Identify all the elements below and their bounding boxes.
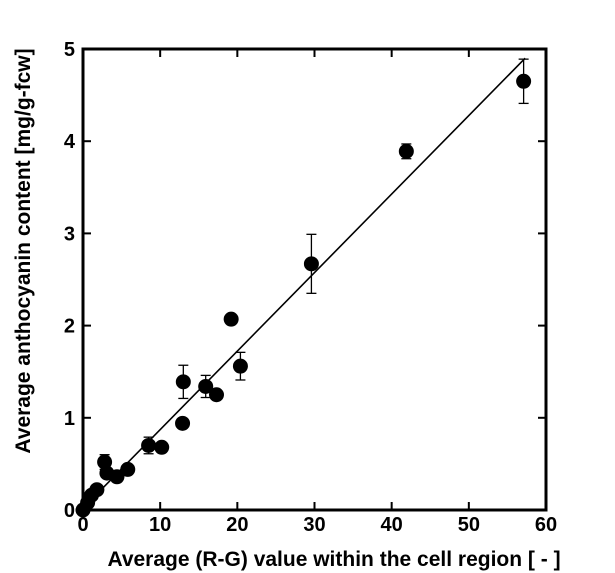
data-point (154, 439, 170, 455)
axis-ticks (82, 48, 547, 511)
data-point (141, 437, 157, 453)
x-tick-label: 50 (458, 514, 480, 536)
y-tick-label: 1 (64, 408, 75, 430)
data-point (175, 415, 191, 431)
y-tick-label: 0 (64, 500, 75, 522)
y-tick-label: 5 (64, 39, 75, 61)
data-points (75, 58, 532, 518)
y-tick-label: 3 (64, 223, 75, 245)
data-point (109, 469, 125, 485)
data-point (198, 378, 214, 394)
x-tick-label: 10 (149, 514, 171, 536)
y-tick-label: 4 (64, 131, 76, 153)
data-point (120, 461, 136, 477)
y-axis-title: Average anthocyanin content [mg/g-fcw] (12, 48, 35, 453)
y-tick-label: 2 (64, 316, 75, 338)
x-axis-title: Average (R-G) value within the cell regi… (107, 548, 560, 571)
x-tick-label: 60 (535, 514, 557, 536)
tick-labels: 0 10 20 30 40 50 60 0 1 2 3 4 5 (64, 39, 557, 536)
x-tick-label: 30 (303, 514, 325, 536)
data-point (516, 73, 532, 89)
x-tick-label: 40 (381, 514, 403, 536)
x-tick-label: 0 (77, 514, 88, 536)
data-point (232, 358, 248, 374)
fit-line (82, 57, 526, 509)
data-point (223, 311, 239, 327)
data-point (208, 387, 224, 403)
x-tick-label: 20 (226, 514, 248, 536)
data-point (398, 143, 414, 159)
data-point (303, 256, 319, 272)
data-point (89, 482, 105, 498)
data-point (175, 374, 191, 390)
